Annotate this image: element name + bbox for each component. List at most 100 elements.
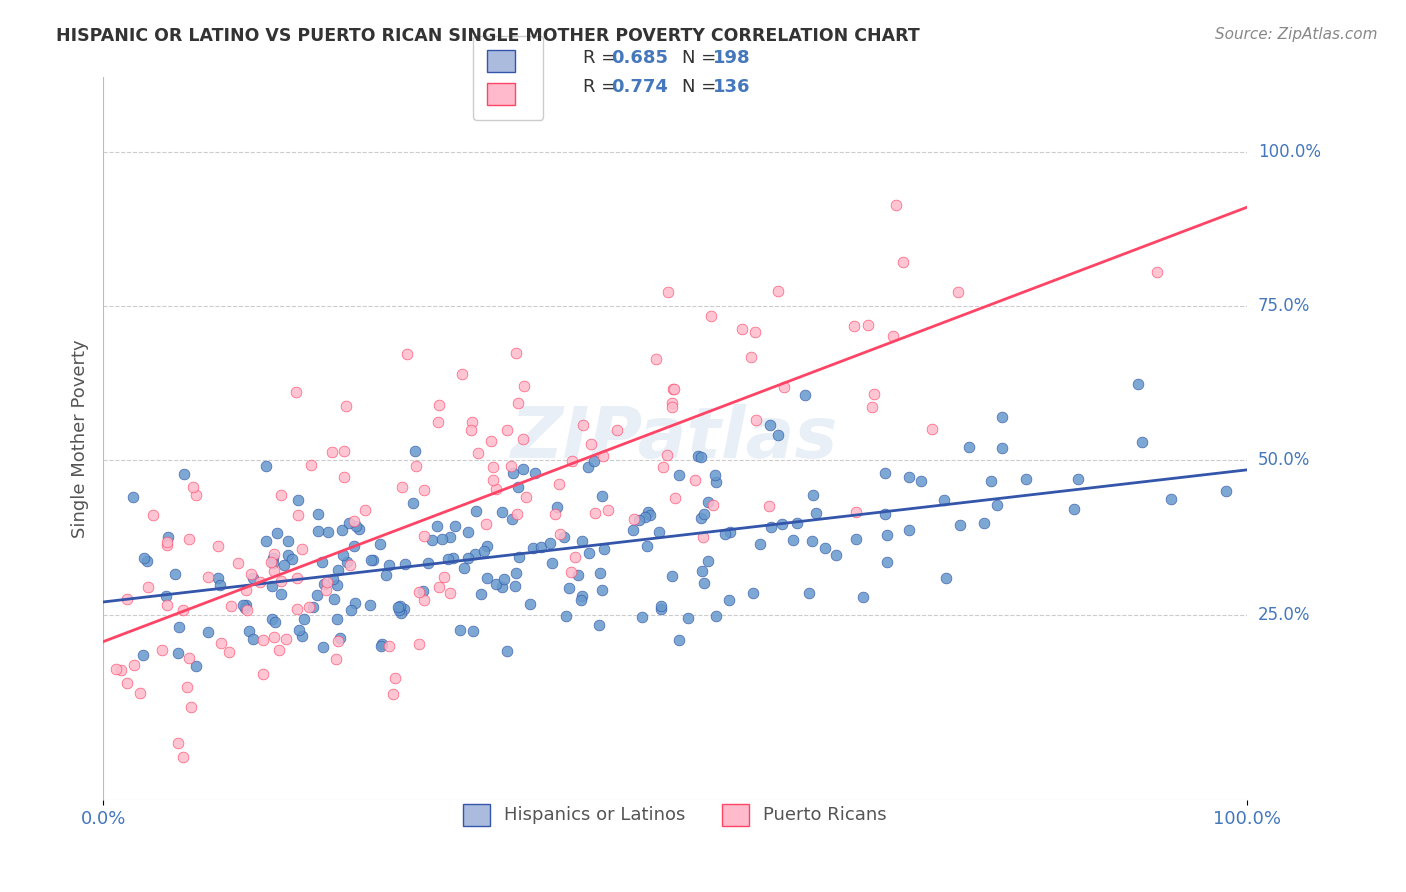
Puerto Ricans xyxy=(325,651,347,665)
Puerto Ricans xyxy=(381,687,404,701)
Hispanics or Latinos xyxy=(167,646,190,660)
Puerto Ricans xyxy=(207,539,229,553)
Hispanics or Latinos xyxy=(477,571,499,585)
Hispanics or Latinos xyxy=(650,602,672,616)
Puerto Ricans xyxy=(384,671,406,685)
Hispanics or Latinos xyxy=(980,474,1002,488)
Hispanics or Latinos xyxy=(621,523,644,537)
Puerto Ricans xyxy=(921,422,943,436)
Hispanics or Latinos xyxy=(688,450,710,464)
Puerto Ricans xyxy=(661,396,683,410)
Puerto Ricans xyxy=(513,378,536,392)
Puerto Ricans xyxy=(662,382,685,396)
Hispanics or Latinos xyxy=(457,551,479,566)
Hispanics or Latinos xyxy=(322,572,344,586)
Puerto Ricans xyxy=(270,574,292,588)
Puerto Ricans xyxy=(427,415,450,429)
Hispanics or Latinos xyxy=(567,568,589,582)
Puerto Ricans xyxy=(413,528,436,542)
Puerto Ricans xyxy=(768,285,790,299)
Puerto Ricans xyxy=(460,423,482,437)
Puerto Ricans xyxy=(260,554,283,568)
Hispanics or Latinos xyxy=(800,533,823,548)
Hispanics or Latinos xyxy=(770,516,793,531)
Hispanics or Latinos xyxy=(505,566,527,580)
Puerto Ricans xyxy=(863,387,886,401)
Puerto Ricans xyxy=(124,657,146,672)
Puerto Ricans xyxy=(544,507,567,521)
Hispanics or Latinos xyxy=(786,516,808,530)
Puerto Ricans xyxy=(156,535,179,549)
Puerto Ricans xyxy=(845,505,868,519)
Hispanics or Latinos xyxy=(704,609,727,624)
Puerto Ricans xyxy=(240,566,263,581)
Hispanics or Latinos xyxy=(475,539,498,553)
Hispanics or Latinos xyxy=(343,596,366,610)
Hispanics or Latinos xyxy=(650,599,672,614)
Hispanics or Latinos xyxy=(957,440,980,454)
Puerto Ricans xyxy=(263,547,285,561)
Hispanics or Latinos xyxy=(873,507,896,521)
Puerto Ricans xyxy=(218,645,240,659)
Hispanics or Latinos xyxy=(332,548,354,562)
Puerto Ricans xyxy=(180,699,202,714)
Hispanics or Latinos xyxy=(876,528,898,542)
Hispanics or Latinos xyxy=(472,543,495,558)
Hispanics or Latinos xyxy=(898,470,921,484)
Text: 100.0%: 100.0% xyxy=(1258,143,1320,161)
Hispanics or Latinos xyxy=(714,527,737,541)
Puerto Ricans xyxy=(412,593,434,607)
Hispanics or Latinos xyxy=(392,602,415,616)
Hispanics or Latinos xyxy=(852,590,875,604)
Text: HISPANIC OR LATINO VS PUERTO RICAN SINGLE MOTHER POVERTY CORRELATION CHART: HISPANIC OR LATINO VS PUERTO RICAN SINGL… xyxy=(56,27,920,45)
Puerto Ricans xyxy=(129,686,152,700)
Hispanics or Latinos xyxy=(377,558,399,573)
Puerto Ricans xyxy=(842,319,865,334)
Hispanics or Latinos xyxy=(360,553,382,567)
Hispanics or Latinos xyxy=(307,524,329,538)
Puerto Ricans xyxy=(451,367,474,381)
Hispanics or Latinos xyxy=(530,540,553,554)
Puerto Ricans xyxy=(858,318,880,333)
Puerto Ricans xyxy=(592,449,614,463)
Hispanics or Latinos xyxy=(238,624,260,638)
Y-axis label: Single Mother Poverty: Single Mother Poverty xyxy=(72,340,89,538)
Puerto Ricans xyxy=(474,516,496,531)
Hispanics or Latinos xyxy=(592,541,614,556)
Puerto Ricans xyxy=(299,458,322,473)
Hispanics or Latinos xyxy=(370,639,392,653)
Puerto Ricans xyxy=(572,417,595,432)
Hispanics or Latinos xyxy=(569,593,592,607)
Hispanics or Latinos xyxy=(932,493,955,508)
Puerto Ricans xyxy=(482,473,505,487)
Puerto Ricans xyxy=(461,415,484,429)
Puerto Ricans xyxy=(1146,265,1168,279)
Hispanics or Latinos xyxy=(307,588,329,602)
Puerto Ricans xyxy=(772,380,794,394)
Puerto Ricans xyxy=(655,448,678,462)
Hispanics or Latinos xyxy=(759,520,782,534)
Puerto Ricans xyxy=(512,432,534,446)
Hispanics or Latinos xyxy=(260,579,283,593)
Puerto Ricans xyxy=(408,637,430,651)
Hispanics or Latinos xyxy=(804,506,827,520)
Hispanics or Latinos xyxy=(197,625,219,640)
Puerto Ricans xyxy=(664,491,686,505)
Hispanics or Latinos xyxy=(718,524,741,539)
Hispanics or Latinos xyxy=(638,508,661,523)
Puerto Ricans xyxy=(505,346,527,360)
Hispanics or Latinos xyxy=(270,586,292,600)
Hispanics or Latinos xyxy=(387,599,409,614)
Puerto Ricans xyxy=(496,423,519,437)
Hispanics or Latinos xyxy=(1015,472,1038,486)
Hispanics or Latinos xyxy=(814,541,837,556)
Puerto Ricans xyxy=(702,498,724,512)
Hispanics or Latinos xyxy=(323,591,346,606)
Puerto Ricans xyxy=(315,583,337,598)
Hispanics or Latinos xyxy=(898,523,921,537)
Puerto Ricans xyxy=(276,632,298,646)
Hispanics or Latinos xyxy=(359,598,381,612)
Hispanics or Latinos xyxy=(463,624,485,639)
Hispanics or Latinos xyxy=(375,568,398,582)
Hispanics or Latinos xyxy=(122,490,145,504)
